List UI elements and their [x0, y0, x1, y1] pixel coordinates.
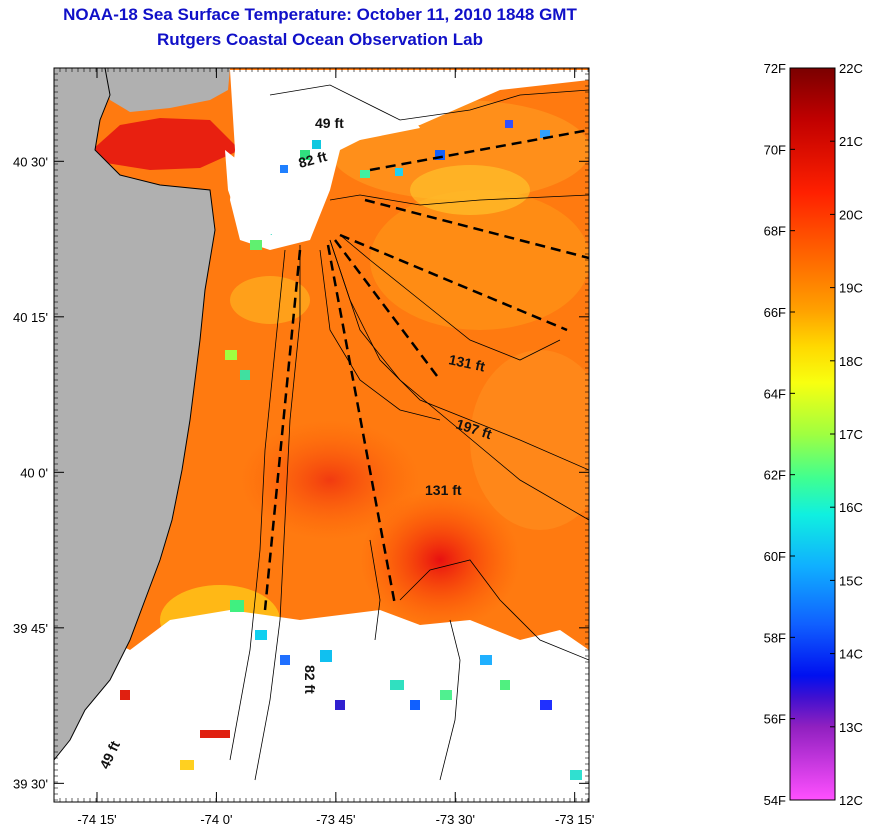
- yellow-patch-3: [410, 165, 530, 215]
- lat-tick-label: 39 45': [13, 621, 48, 636]
- land-north: [105, 68, 230, 112]
- colorbar-fahrenheit-label: 72F: [764, 61, 786, 76]
- lon-tick-label: -74 0': [200, 812, 232, 827]
- sst-map: 49 ft 82 ft 131 ft 197 ft 131 ft 82 ft 4…: [54, 68, 589, 802]
- depth-label-49ft-north: 49 ft: [315, 115, 344, 131]
- latitude-axis: 40 30' 40 15' 40 0' 39 45' 39 30': [13, 154, 589, 791]
- depth-label-82ft-south: 82 ft: [302, 665, 318, 694]
- colorbar: [789, 67, 836, 801]
- longitude-axis: -74 15' -74 0' -73 45' -73 30' -73 15': [77, 68, 594, 827]
- colorbar-fahrenheit-label: 60F: [764, 549, 786, 564]
- map-frame: [53, 67, 590, 803]
- coastline: [54, 68, 216, 761]
- depth-label-82ft-north: 82 ft: [297, 148, 329, 171]
- harbor-no-data: [225, 150, 280, 240]
- lon-tick-label: -73 30': [436, 812, 475, 827]
- colorbar-fahrenheit-label: 64F: [764, 386, 786, 401]
- map-subtitle: Rutgers Coastal Ocean Observation Lab: [157, 30, 483, 49]
- colorbar-fahrenheit-label: 56F: [764, 712, 786, 727]
- cloud-mask-harbor: [260, 95, 420, 140]
- lat-tick-label: 39 30': [13, 776, 48, 791]
- colorbar-celsius-label: 14C: [839, 647, 863, 662]
- colorbar-celsius-label: 13C: [839, 720, 863, 735]
- colorbar-celsius-label: 18C: [839, 354, 863, 369]
- colorbar-fahrenheit-label: 66F: [764, 305, 786, 320]
- bathymetry-contours: [229, 84, 589, 781]
- depth-label-131ft-south: 131 ft: [425, 482, 462, 498]
- colorbar-labels: 72F 70F 68F 66F 64F 62F 60F 58F 56F 54F 22C 21C 20C 1…: [764, 61, 863, 808]
- map-title: NOAA-18 Sea Surface Temperature: October…: [63, 5, 577, 24]
- colorbar-celsius-label: 22C: [839, 61, 863, 76]
- colorbar-celsius-label: 15C: [839, 573, 863, 588]
- lon-tick-label: -74 15': [77, 812, 116, 827]
- colorbar-fahrenheit-label: 68F: [764, 224, 786, 239]
- cool-pixel-speckles: [120, 120, 582, 780]
- warm-core-mid: [240, 420, 420, 540]
- lat-tick-label: 40 15': [13, 310, 48, 325]
- colorbar-celsius-label: 21C: [839, 134, 863, 149]
- colorbar-fahrenheit-label: 70F: [764, 142, 786, 157]
- transect-lines: [263, 128, 589, 611]
- colorbar-fahrenheit-label: 54F: [764, 793, 786, 808]
- warm-core-south: [360, 490, 520, 630]
- lon-tick-label: -73 15': [555, 812, 594, 827]
- yellow-patch-1: [230, 276, 310, 324]
- red-patch-bay: [92, 118, 240, 170]
- colorbar-celsius-label: 20C: [839, 207, 863, 222]
- colorbar-fahrenheit-label: 62F: [764, 468, 786, 483]
- lat-tick-label: 40 30': [13, 154, 48, 169]
- colorbar-celsius-label: 17C: [839, 427, 863, 442]
- colorbar-fahrenheit-label: 58F: [764, 630, 786, 645]
- warm-patch-east: [370, 190, 589, 330]
- lat-tick-label: 40 0': [20, 465, 48, 480]
- colorbar-celsius-label: 16C: [839, 500, 863, 515]
- cloud-mask-south: [54, 610, 589, 802]
- lon-tick-label: -73 45': [316, 812, 355, 827]
- land-new-jersey: [54, 68, 215, 760]
- colorbar-celsius-label: 12C: [839, 793, 863, 808]
- depth-label-131ft-north: 131 ft: [447, 351, 486, 374]
- map-frame-minor-ticks: [53, 67, 589, 802]
- colorbar-celsius-label: 19C: [839, 281, 863, 296]
- warm-patch-se: [470, 350, 589, 530]
